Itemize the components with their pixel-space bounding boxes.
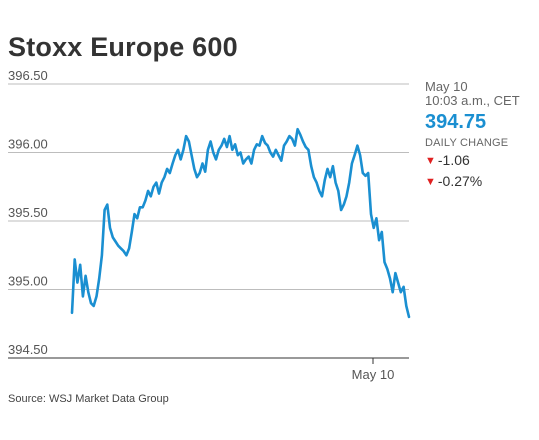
down-arrow-icon: ▼ [425, 176, 436, 188]
change-percent-row: ▼ -0.27% [425, 171, 537, 192]
y-tick-label: 395.50 [8, 205, 48, 220]
quote-panel: May 10 10:03 a.m., CET 394.75 DAILY CHAN… [425, 80, 537, 192]
change-percent: -0.27% [437, 173, 483, 189]
down-arrow-icon: ▼ [425, 155, 436, 167]
price-series [70, 127, 411, 319]
series-line [70, 127, 411, 319]
y-tick-label: 395.00 [8, 274, 48, 289]
quote-value: 394.75 [425, 111, 487, 133]
daily-change-label: DAILY CHANGE [425, 137, 509, 149]
y-tick-label: 396.50 [8, 68, 48, 83]
axes: 396.50 396.00 395.50 395.00 394.50 May 10 [8, 68, 409, 382]
quote-date: May 10 [425, 79, 468, 94]
change-points-row: ▼ -1.06 [425, 150, 537, 171]
quote-time: 10:03 a.m., CET [425, 93, 520, 108]
y-tick-label: 394.50 [8, 342, 48, 357]
x-tick-label: May 10 [352, 367, 395, 382]
chart-title: Stoxx Europe 600 [8, 32, 238, 62]
y-tick-label: 396.00 [8, 137, 48, 152]
change-points: -1.06 [437, 152, 470, 168]
source-note: Source: WSJ Market Data Group [8, 393, 169, 405]
